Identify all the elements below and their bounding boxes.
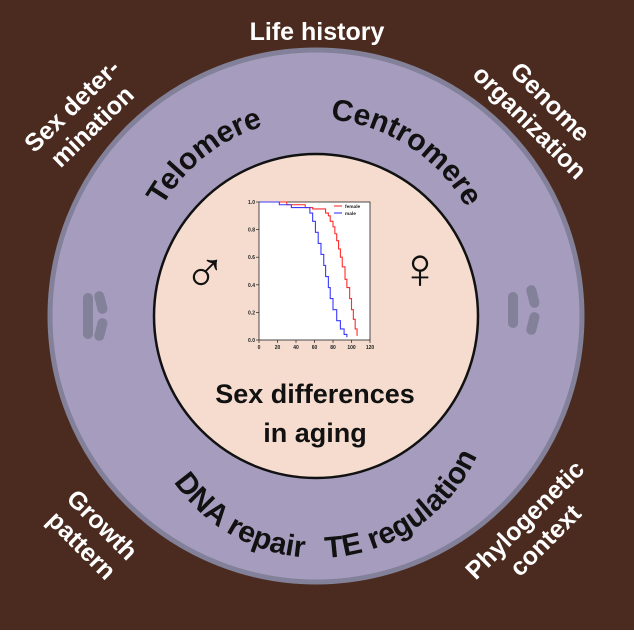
- x-tick-label: 100: [347, 345, 356, 351]
- y-tick-label: 0.8: [248, 228, 255, 234]
- chromosome-right-arm-a: [508, 292, 518, 328]
- survival-chart: 0 20 40 60 80 100 120 0.0 0.2 0.4 0.6 0.8 1.0 femalem…: [248, 200, 374, 351]
- y-tick-label: 0.2: [248, 310, 255, 316]
- center-title-line2: in aging: [263, 418, 367, 448]
- female-symbol-icon: ♀: [398, 236, 442, 301]
- male-symbol-icon: ♂: [183, 238, 227, 303]
- series-line-male: [259, 201, 348, 338]
- label-life-history: Life history: [250, 18, 385, 46]
- x-tick-label: 120: [366, 345, 375, 351]
- chromosome-right-arm-c: [526, 312, 540, 335]
- legend-label-female: female: [345, 204, 361, 210]
- chromosome-icon-right: [508, 285, 540, 335]
- ring-edge: [47, 47, 585, 585]
- chart-frame: [258, 201, 371, 341]
- x-tick-label: 20: [275, 345, 281, 351]
- y-tick-label: 0.0: [248, 338, 255, 344]
- x-tick-label: 40: [293, 345, 299, 351]
- chromosome-icon-left: [83, 291, 108, 341]
- x-tick-label: 0: [258, 345, 261, 351]
- chromosome-left-arm-a: [83, 293, 93, 339]
- x-tick-label: 80: [330, 345, 336, 351]
- legend-label-male: male: [345, 211, 356, 217]
- y-tick-label: 0.4: [248, 283, 255, 289]
- chromosome-right-arm-b: [526, 285, 540, 308]
- center-title-line1: Sex differences: [215, 379, 415, 409]
- y-tick-label: 1.0: [248, 200, 255, 206]
- chromosome-left-arm-c: [94, 318, 108, 341]
- chromosome-left-arm-b: [94, 291, 108, 314]
- y-tick-label: 0.6: [248, 255, 255, 261]
- x-tick-label: 60: [312, 345, 318, 351]
